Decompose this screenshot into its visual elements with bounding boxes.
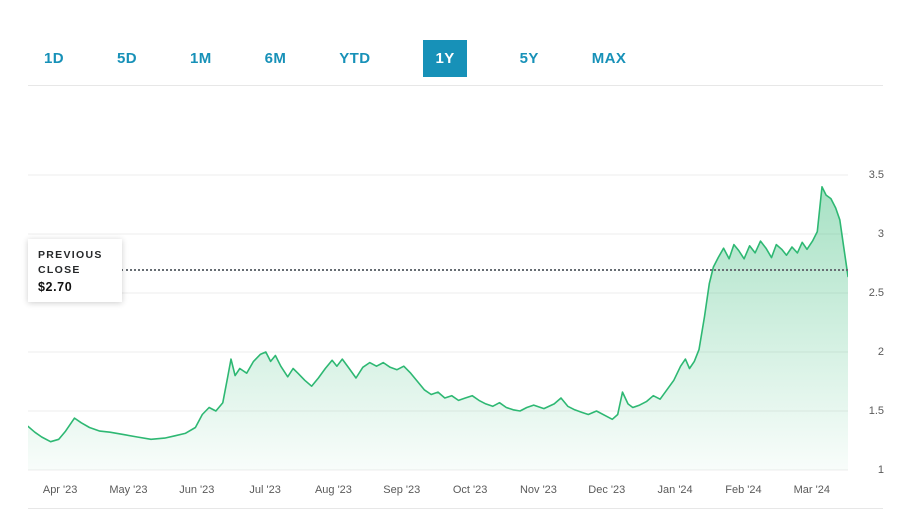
x-axis-tick-label: Oct '23 xyxy=(452,484,488,496)
tab-6m[interactable]: 6M xyxy=(264,49,287,67)
bottom-divider xyxy=(28,508,883,509)
x-axis-tick-label: Sep '23 xyxy=(383,484,421,496)
x-axis-tick-label: Apr '23 xyxy=(42,484,78,496)
y-axis-tick-label: 3.5 xyxy=(868,169,884,181)
tab-1y[interactable]: 1Y xyxy=(423,39,467,77)
tab-max[interactable]: MAX xyxy=(591,49,627,67)
x-axis-tick-label: Feb '24 xyxy=(725,484,762,496)
tab-ytd[interactable]: YTD xyxy=(339,49,371,67)
x-axis-tick-label: Aug '23 xyxy=(314,484,352,496)
x-axis-tick-label: Jan '24 xyxy=(657,484,693,496)
tabs-divider xyxy=(28,85,883,86)
tab-1m[interactable]: 1M xyxy=(189,49,212,67)
previous-close-text: PREVIOUS CLOSE xyxy=(38,249,103,276)
x-axis-tick-label: Dec '23 xyxy=(588,484,626,496)
area-chart-svg[interactable] xyxy=(28,160,848,474)
x-axis-tick-label: Nov '23 xyxy=(519,484,557,496)
x-axis-tick-label: Jun '23 xyxy=(179,484,215,496)
y-axis-tick-label: 2 xyxy=(877,346,884,358)
tab-5y[interactable]: 5Y xyxy=(519,49,539,67)
y-axis-tick-label: 1.5 xyxy=(868,405,884,417)
x-axis-tick-label: Jul '23 xyxy=(249,484,281,496)
y-axis-tick-label: 1 xyxy=(877,464,884,476)
tab-1d[interactable]: 1D xyxy=(44,49,64,67)
previous-close-value: $2.70 xyxy=(38,280,73,295)
x-axis-tick-label: Mar '24 xyxy=(793,484,830,496)
x-axis-tick-label: May '23 xyxy=(109,484,148,496)
tab-5d[interactable]: 5D xyxy=(116,49,137,67)
y-axis-tick-label: 3 xyxy=(877,228,884,240)
y-axis-tick-label: 2.5 xyxy=(868,287,884,299)
time-range-tabs: 1D 5D 1M 6M YTD 1Y 5Y MAX xyxy=(44,39,626,77)
previous-close-line xyxy=(121,269,848,271)
previous-close-label: PREVIOUS CLOSE $2.70 xyxy=(28,239,122,303)
